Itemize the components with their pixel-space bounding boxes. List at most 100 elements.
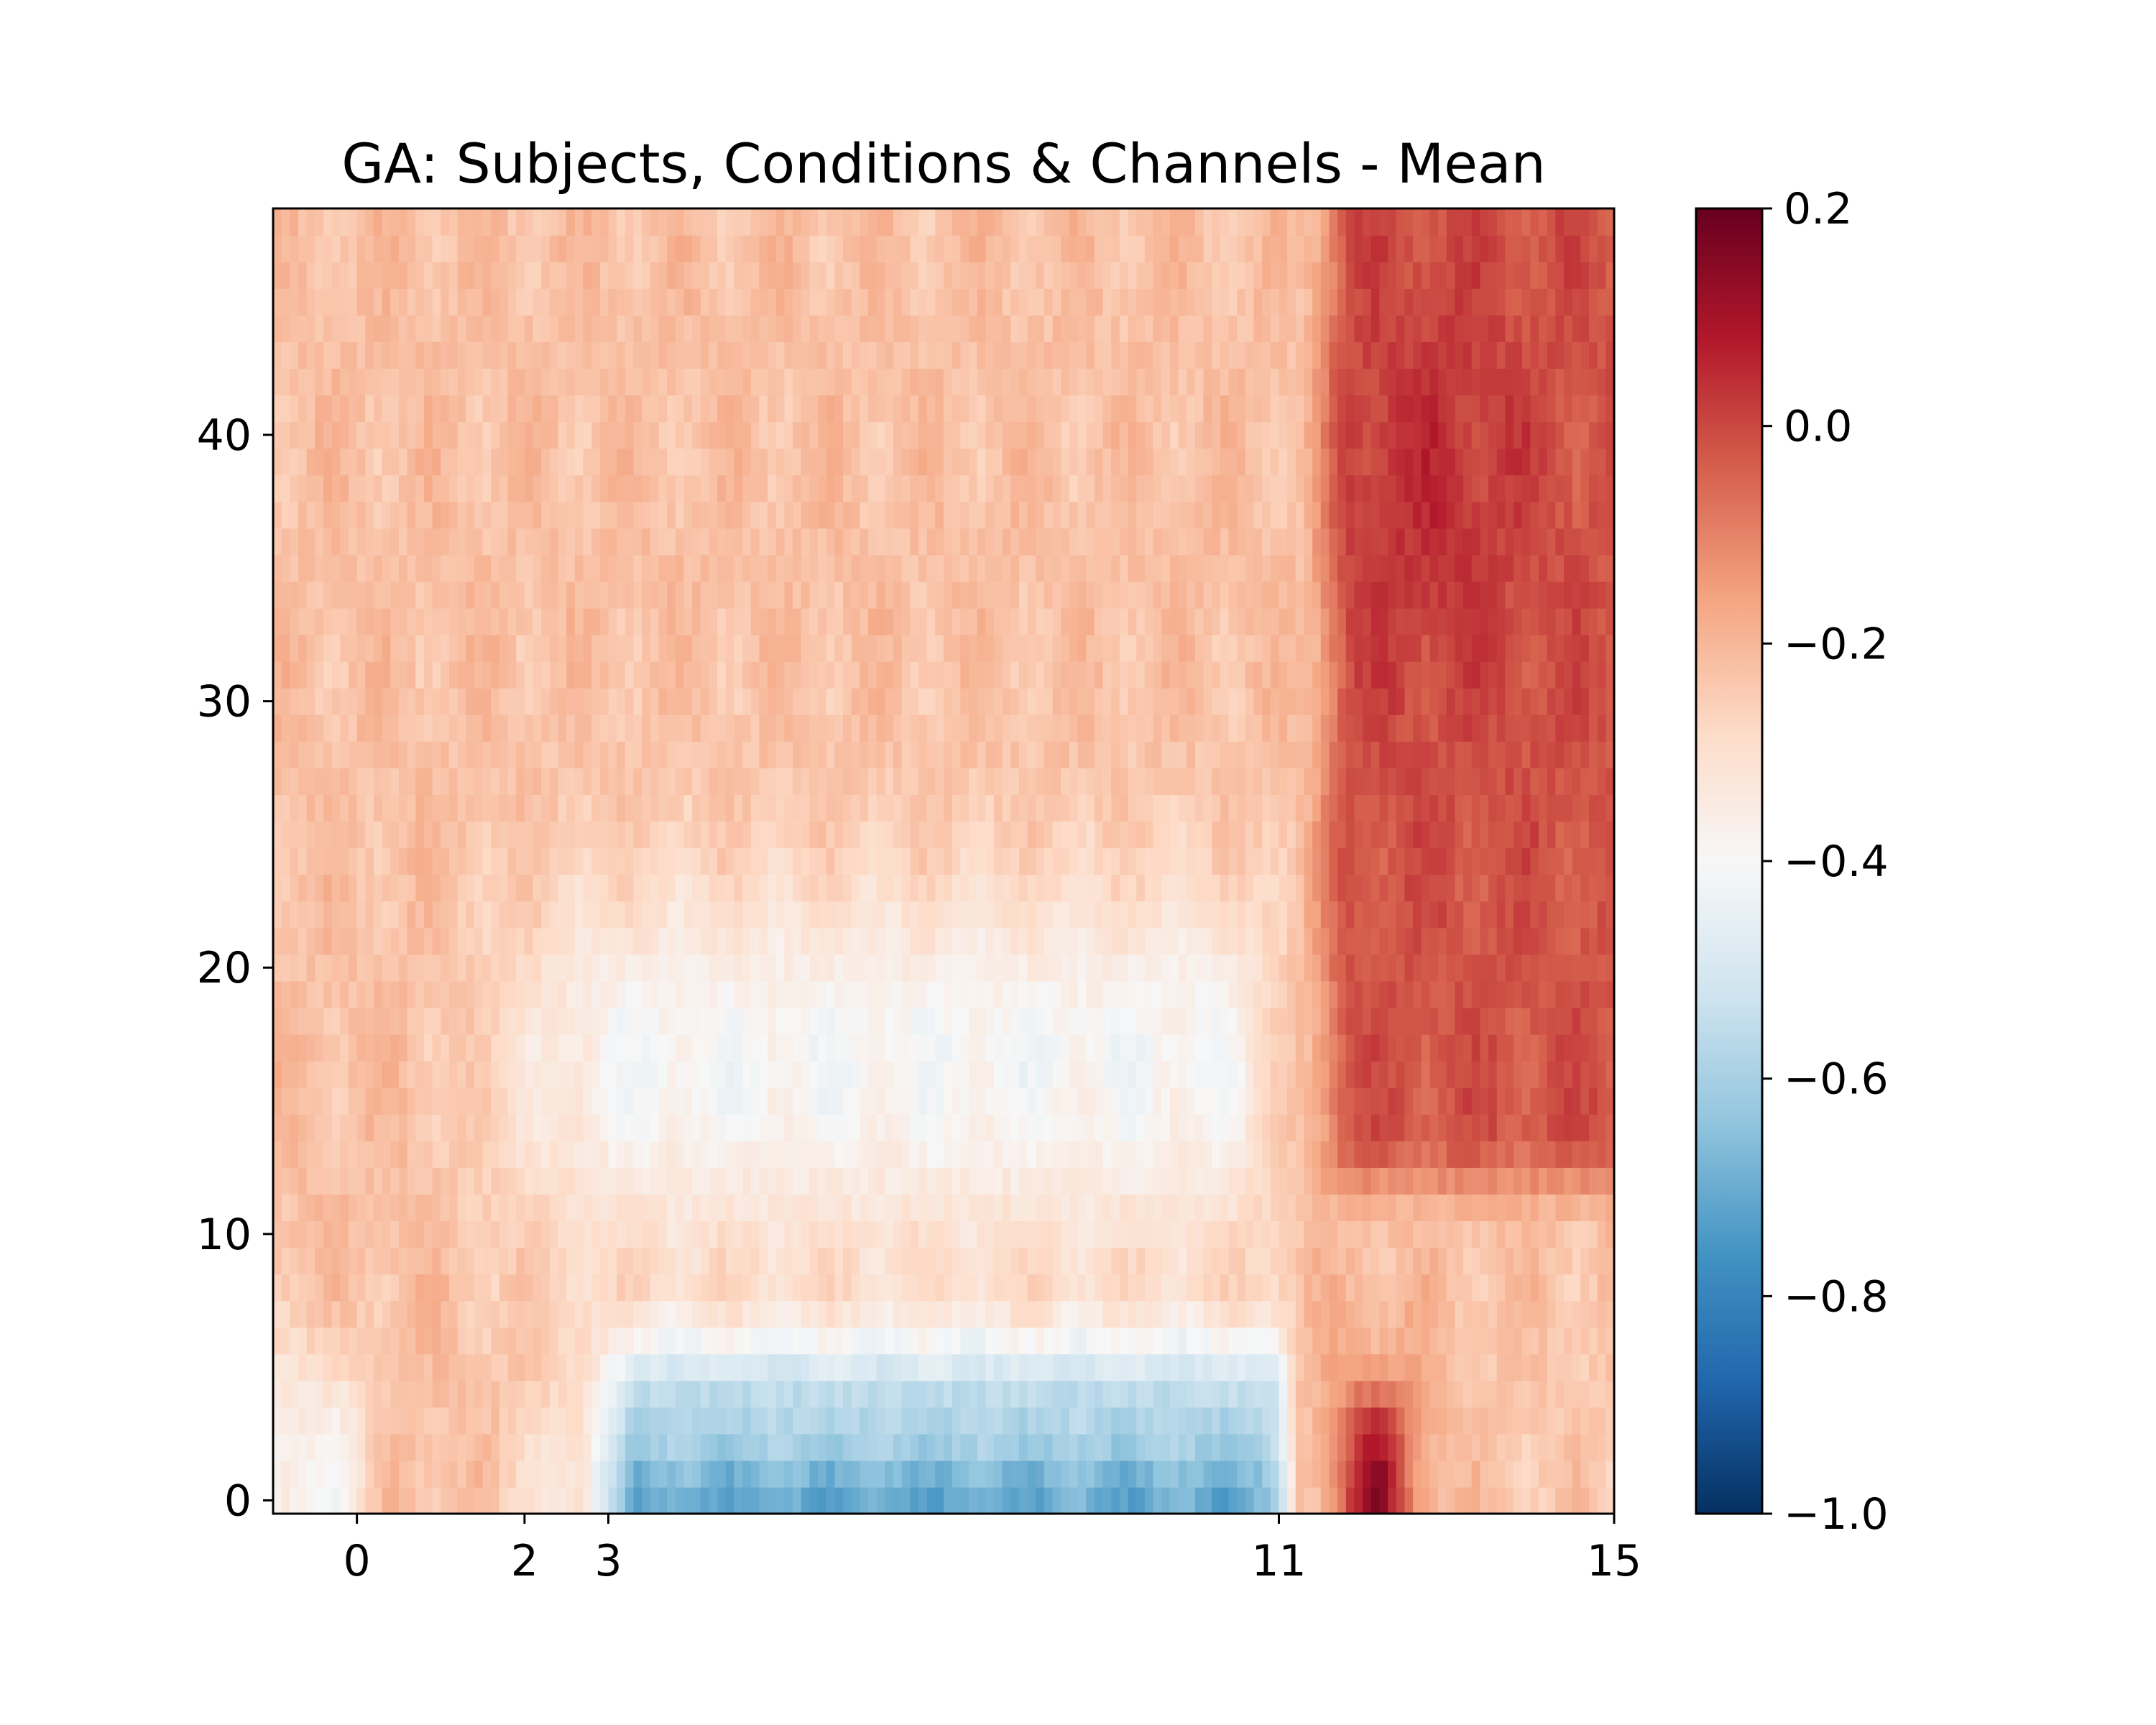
heatmap-cell — [356, 874, 366, 902]
heatmap-cell — [1262, 1114, 1271, 1141]
heatmap-cell — [910, 954, 919, 982]
heatmap-cell — [1564, 1034, 1573, 1062]
heatmap-cell — [926, 1407, 936, 1435]
heatmap-cell — [784, 1007, 793, 1035]
heatmap-cell — [1253, 1141, 1263, 1168]
heatmap-cell — [1169, 1300, 1179, 1328]
heatmap-cell — [968, 1300, 978, 1328]
heatmap-cell — [1547, 1167, 1557, 1195]
heatmap-cell — [1480, 874, 1489, 902]
heatmap-cell — [390, 847, 400, 875]
heatmap-cell — [1304, 1327, 1313, 1355]
heatmap-cell — [457, 821, 466, 849]
heatmap-cell — [1539, 1194, 1548, 1222]
heatmap-cell — [432, 1274, 441, 1302]
heatmap-cell — [1161, 1353, 1171, 1381]
heatmap-cell — [683, 1353, 693, 1381]
heatmap-cell — [1304, 1274, 1313, 1302]
heatmap-cell — [1455, 1141, 1464, 1168]
heatmap-cell — [457, 1353, 466, 1381]
heatmap-cell — [809, 980, 819, 1008]
heatmap-cell — [1237, 1353, 1246, 1381]
heatmap-cell — [1044, 821, 1054, 849]
heatmap-cell — [415, 1407, 425, 1435]
heatmap-cell — [1128, 1407, 1137, 1435]
heatmap-cell — [700, 980, 710, 1008]
heatmap-cell — [1463, 688, 1473, 715]
heatmap-cell — [558, 1274, 567, 1302]
heatmap-cell — [625, 1194, 635, 1222]
heatmap-cell — [298, 1060, 308, 1088]
heatmap-cell — [1212, 980, 1221, 1008]
heatmap-cell — [843, 1087, 852, 1115]
heatmap-cell — [683, 688, 693, 715]
heatmap-cell — [382, 1007, 391, 1035]
heatmap-cell — [1153, 1194, 1162, 1222]
heatmap-cell — [1052, 874, 1061, 902]
heatmap-cell — [633, 847, 642, 875]
heatmap-cell — [1245, 794, 1255, 822]
heatmap-cell — [1320, 1274, 1330, 1302]
heatmap-cell — [944, 1300, 953, 1328]
heatmap-cell — [1119, 1407, 1129, 1435]
heatmap-cell — [1295, 1460, 1305, 1488]
heatmap-cell — [1018, 794, 1028, 822]
heatmap-cell — [1606, 1007, 1615, 1035]
heatmap-cell — [499, 688, 509, 715]
heatmap-cell — [617, 1407, 626, 1435]
heatmap-cell — [843, 1220, 852, 1248]
heatmap-cell — [1345, 1007, 1355, 1035]
heatmap-cell — [1220, 954, 1230, 982]
heatmap-cell — [1589, 1300, 1598, 1328]
heatmap-cell — [1564, 1060, 1573, 1088]
heatmap-cell — [466, 661, 475, 689]
heatmap-cell — [1295, 954, 1305, 982]
heatmap-cell — [448, 1327, 459, 1355]
heatmap-cell — [507, 847, 517, 875]
heatmap-cell — [290, 1141, 299, 1168]
heatmap-cell — [466, 847, 475, 875]
heatmap-cell — [298, 1167, 308, 1195]
heatmap-cell — [1187, 1034, 1196, 1062]
heatmap-cell — [499, 1007, 509, 1035]
heatmap-cell — [1187, 741, 1196, 768]
heatmap-cell — [1564, 1486, 1573, 1514]
heatmap-cell — [365, 1486, 374, 1514]
heatmap-cell — [1144, 1327, 1154, 1355]
heatmap-cell — [1094, 1194, 1104, 1222]
heatmap-cell — [784, 847, 793, 875]
heatmap-cell — [1086, 768, 1095, 796]
heatmap-cell — [759, 954, 768, 982]
heatmap-cell — [281, 954, 291, 982]
heatmap-cell — [818, 980, 827, 1008]
heatmap-cell — [1438, 714, 1447, 742]
heatmap-cell — [944, 927, 953, 955]
heatmap-cell — [290, 1460, 299, 1488]
heatmap-cell — [1379, 1114, 1388, 1141]
heatmap-cell — [734, 1167, 743, 1195]
heatmap-cell — [315, 688, 324, 715]
heatmap-cell — [566, 1300, 576, 1328]
heatmap-cell — [1354, 821, 1363, 849]
heatmap-cell — [1212, 954, 1221, 982]
heatmap-cell — [1036, 1114, 1045, 1141]
heatmap-cell — [1187, 1460, 1196, 1488]
heatmap-cell — [448, 901, 459, 929]
heatmap-cell — [1010, 1141, 1020, 1168]
heatmap-cell — [441, 1007, 450, 1035]
heatmap-cell — [541, 954, 550, 982]
heatmap-cell — [910, 1220, 919, 1248]
heatmap-cell — [1119, 741, 1129, 768]
heatmap-cell — [1606, 1486, 1615, 1514]
heatmap-cell — [960, 1141, 969, 1168]
heatmap-cell — [960, 768, 969, 796]
heatmap-cell — [1438, 1486, 1447, 1514]
heatmap-cell — [1606, 794, 1615, 822]
heatmap-cell — [298, 1433, 308, 1461]
heatmap-cell — [1304, 714, 1313, 742]
heatmap-cell — [516, 1114, 525, 1141]
heatmap-cell — [1203, 1167, 1212, 1195]
heatmap-cell — [1455, 1194, 1464, 1222]
heatmap-cell — [1228, 1327, 1238, 1355]
heatmap-cell — [625, 688, 635, 715]
